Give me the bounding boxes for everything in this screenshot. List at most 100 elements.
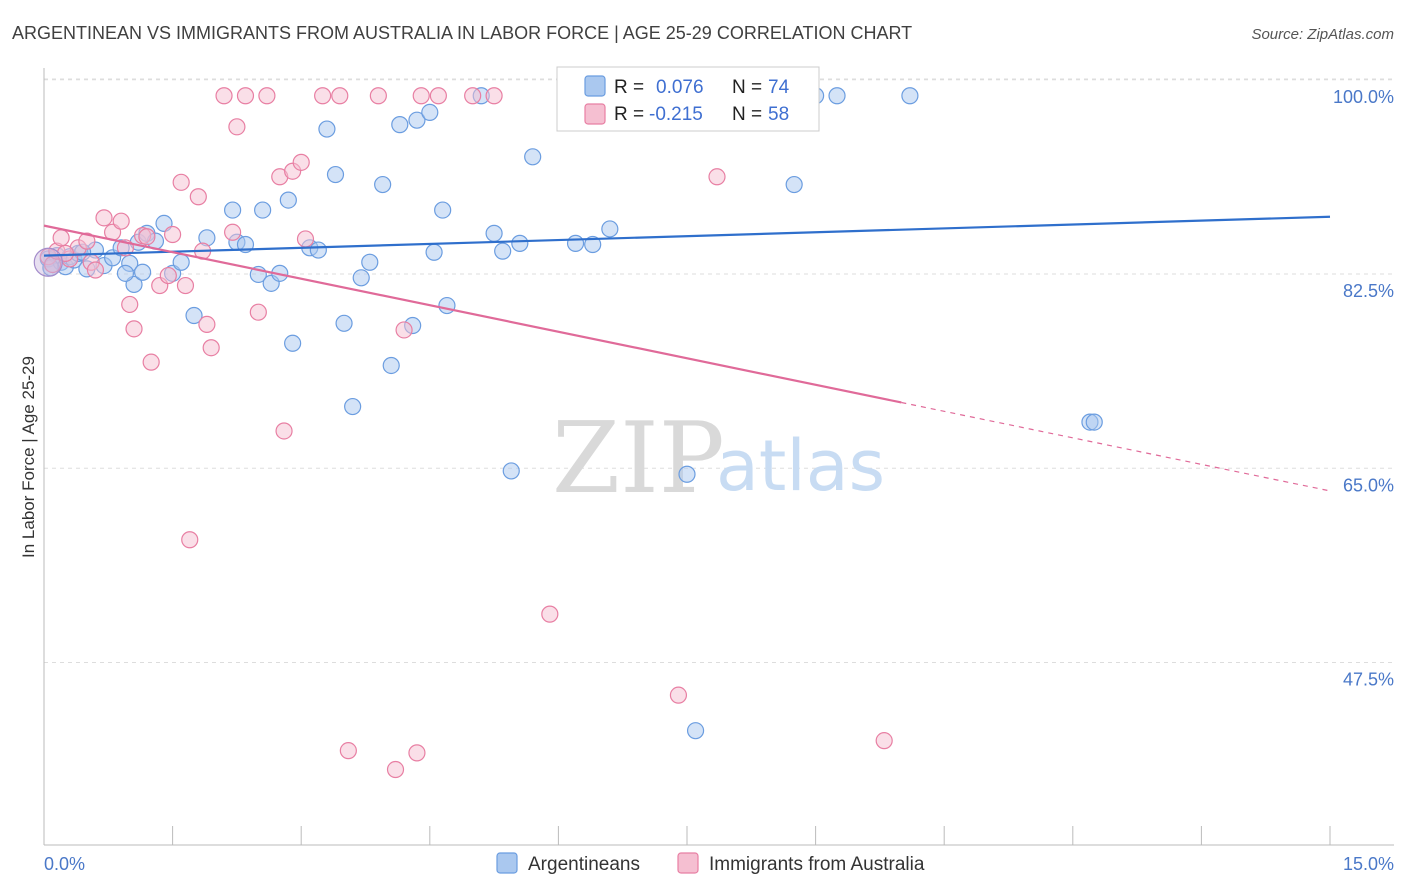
argentineans-point-69 xyxy=(1085,413,1103,431)
australia-point-37 xyxy=(292,153,310,171)
chart-title: ARGENTINEAN VS IMMIGRANTS FROM AUSTRALIA… xyxy=(12,23,912,43)
australia-point-26 xyxy=(198,315,216,334)
argentineans-point-38 xyxy=(352,269,370,287)
legend-n-value-1: 58 xyxy=(768,104,789,125)
chart-source: Source: ZipAtlas.com xyxy=(1251,26,1394,43)
argentineans-point-40 xyxy=(374,175,392,194)
australia-point-33 xyxy=(258,87,276,105)
trend-lines xyxy=(43,215,1331,492)
australia-point-22 xyxy=(176,276,195,295)
legend-r-label-0: R = xyxy=(614,77,644,98)
australia-point-28 xyxy=(215,87,233,105)
argentineans-point-20 xyxy=(172,253,190,271)
argentineans-point-41 xyxy=(382,356,400,375)
watermark-zip: ZIP xyxy=(552,402,725,516)
legend-r-label-1: R = xyxy=(614,104,644,125)
argentineans-point-21 xyxy=(185,306,203,325)
australia-point-31 xyxy=(236,87,255,105)
australia-point-23 xyxy=(181,531,199,549)
argentineans-point-61 xyxy=(686,722,705,740)
argentineans-point-60 xyxy=(678,465,696,483)
australia-point-42 xyxy=(369,87,387,105)
argentineans-point-44 xyxy=(408,111,426,129)
argentineans-point-66 xyxy=(828,87,846,105)
gridlines xyxy=(44,78,1394,663)
argentineans-point-23 xyxy=(224,201,242,219)
argentineans-point-64 xyxy=(785,175,803,194)
argentineans-point-47 xyxy=(434,201,452,219)
argentineans-point-50 xyxy=(485,224,503,242)
bottom-legend-label-argentineans: Argentineans xyxy=(528,854,640,875)
australia-point-35 xyxy=(275,422,293,440)
australia-point-30 xyxy=(228,118,246,136)
argentineans-point-58 xyxy=(601,220,619,238)
y-tick-labels: 100.0% 82.5% 65.0% 47.5% xyxy=(1333,87,1394,690)
australia-point-6 xyxy=(78,232,96,250)
australia-point-47 xyxy=(429,87,447,105)
argentineans-point-37 xyxy=(344,397,362,416)
australia-point-9 xyxy=(95,209,113,227)
australia-point-54 xyxy=(669,686,688,704)
argentineans-point-36 xyxy=(335,314,353,332)
australia-point-20 xyxy=(164,225,182,244)
australia-point-39 xyxy=(314,87,332,105)
australia-point-29 xyxy=(224,223,242,241)
argentineans-point-30 xyxy=(279,191,297,209)
australia-point-21 xyxy=(172,173,190,191)
argentineans-point-57 xyxy=(584,235,602,254)
australia-point-48 xyxy=(464,87,482,105)
y-tick-label-2: 65.0% xyxy=(1343,475,1394,495)
australia-point-11 xyxy=(112,212,130,230)
y-tick-label-3: 47.5% xyxy=(1343,670,1394,690)
legend-swatch-australia xyxy=(584,103,606,125)
australia-point-38 xyxy=(296,230,315,248)
australia-point-32 xyxy=(249,303,267,321)
argentineans-point-34 xyxy=(318,120,336,138)
australia-point-19 xyxy=(159,266,177,285)
australia-point-46 xyxy=(412,87,430,105)
series-legend: Argentineans Immigrants from Australia xyxy=(496,852,925,875)
argentineans-point-72 xyxy=(133,263,152,281)
y-axis-label: In Labor Force | Age 25-29 xyxy=(19,356,38,558)
australia-point-13 xyxy=(121,295,139,314)
argentineans-point-31 xyxy=(284,334,302,352)
argentineans-point-51 xyxy=(494,242,512,260)
australia-point-41 xyxy=(339,742,357,760)
australia-point-14 xyxy=(125,320,143,338)
australia-trend-line-dashed xyxy=(901,401,1331,492)
australia-point-45 xyxy=(408,744,426,762)
argentineans-point-35 xyxy=(326,165,345,184)
argentineans-point-42 xyxy=(391,116,409,134)
australia-point-3 xyxy=(52,229,70,247)
argentineans-point-48 xyxy=(438,296,456,315)
x-tick-marks xyxy=(43,826,1331,845)
argentineans-point-27 xyxy=(254,201,272,219)
argentineans-point-46 xyxy=(425,243,443,261)
australia-point-56 xyxy=(875,732,893,750)
australia-point-17 xyxy=(142,353,160,371)
australia-point-40 xyxy=(331,87,349,105)
argentineans-point-52 xyxy=(502,462,520,480)
argentineans-trend-line xyxy=(43,215,1331,257)
argentineans-point-39 xyxy=(361,253,379,271)
y-tick-label-0: 100.0% xyxy=(1333,87,1394,107)
australia-point-44 xyxy=(395,321,413,339)
australia-point-16 xyxy=(138,228,156,246)
stats-legend: R = 0.076 N = 74 R = -0.215 N = 58 xyxy=(556,66,820,132)
argentineans-point-73 xyxy=(116,264,135,282)
cluster-point xyxy=(33,247,63,277)
x-tick-label-1: 15.0% xyxy=(1343,854,1394,874)
bottom-legend-swatch-australia xyxy=(677,852,699,874)
legend-r-value-1: -0.215 xyxy=(649,104,703,125)
bottom-legend-label-australia: Immigrants from Australia xyxy=(709,854,925,875)
y-tick-label-1: 82.5% xyxy=(1343,281,1394,301)
bottom-legend-swatch-argentineans xyxy=(496,852,518,874)
australia-trend-line xyxy=(43,224,902,404)
australia-point-50 xyxy=(541,605,559,623)
australia-point-27 xyxy=(202,339,220,357)
legend-n-label-1: N = xyxy=(732,104,762,125)
argentineans-point-54 xyxy=(524,148,542,166)
legend-n-value-0: 74 xyxy=(768,77,790,98)
legend-r-value-0: 0.076 xyxy=(656,77,704,98)
